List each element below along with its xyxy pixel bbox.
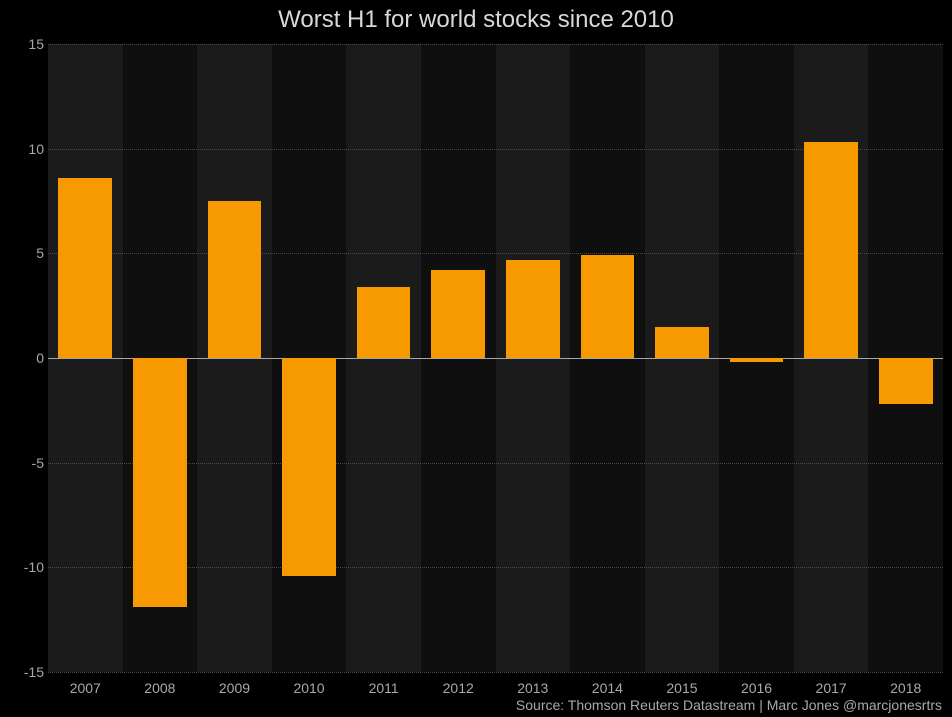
x-tick-label: 2008 — [144, 680, 175, 696]
chart-title: Worst H1 for world stocks since 2010 — [0, 6, 952, 34]
x-tick-label: 2018 — [890, 680, 921, 696]
bar — [730, 358, 784, 362]
bar — [58, 178, 112, 358]
x-tick-label: 2007 — [70, 680, 101, 696]
y-tick-label: 15 — [4, 36, 44, 52]
gridline — [48, 672, 943, 673]
bar — [581, 255, 635, 358]
x-tick-label: 2015 — [666, 680, 697, 696]
x-tick-label: 2016 — [741, 680, 772, 696]
gridline — [48, 44, 943, 45]
x-tick-label: 2012 — [443, 680, 474, 696]
y-tick-label: -15 — [4, 664, 44, 680]
y-tick-label: 0 — [4, 350, 44, 366]
x-tick-label: 2011 — [369, 680, 399, 696]
bar — [879, 358, 933, 404]
bar — [804, 142, 858, 358]
bar — [655, 327, 709, 358]
plot-area — [48, 44, 943, 672]
x-tick-label: 2017 — [816, 680, 847, 696]
y-tick-label: 5 — [4, 245, 44, 261]
bar — [506, 260, 560, 358]
source-attribution: Source: Thomson Reuters Datastream | Mar… — [516, 697, 942, 713]
bar — [282, 358, 336, 576]
y-tick-label: 10 — [4, 141, 44, 157]
x-tick-label: 2010 — [293, 680, 324, 696]
y-tick-label: -5 — [4, 455, 44, 471]
bar — [133, 358, 187, 607]
x-tick-label: 2009 — [219, 680, 250, 696]
x-tick-label: 2013 — [517, 680, 548, 696]
bar — [431, 270, 485, 358]
bar — [357, 287, 411, 358]
x-tick-label: 2014 — [592, 680, 623, 696]
bar — [208, 201, 262, 358]
chart-container: Worst H1 for world stocks since 2010 Sou… — [0, 0, 952, 717]
y-tick-label: -10 — [4, 559, 44, 575]
